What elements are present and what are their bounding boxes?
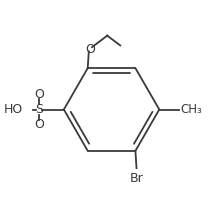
Text: O: O bbox=[34, 118, 44, 131]
Text: HO: HO bbox=[3, 103, 23, 116]
Text: CH₃: CH₃ bbox=[180, 103, 202, 116]
Text: O: O bbox=[85, 43, 95, 56]
Text: Br: Br bbox=[130, 172, 143, 185]
Text: O: O bbox=[34, 88, 44, 101]
Text: S: S bbox=[35, 103, 43, 116]
